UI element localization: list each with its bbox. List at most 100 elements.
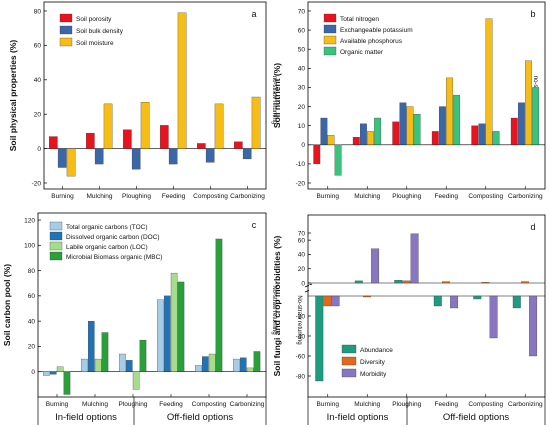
panel-label: d (530, 222, 535, 232)
panel-frame (307, 1, 546, 190)
y-tick-label: 120 (24, 217, 35, 224)
axis-break-mark (304, 283, 313, 288)
bar (413, 114, 421, 145)
legend-label: Morbidity (360, 371, 387, 378)
y-tick-label: 60 (28, 293, 36, 300)
y-tick-label: 60 (298, 237, 306, 244)
bar (132, 371, 140, 390)
bar (442, 281, 450, 284)
bar (450, 295, 459, 309)
legend-swatch (49, 251, 63, 261)
bar (177, 281, 185, 372)
chart-panel-c: c Soil carbon pool (%) No-straw returning 0… (2, 212, 277, 425)
bar (433, 295, 442, 307)
y-tick-label: 40 (298, 66, 306, 73)
bar (453, 94, 461, 145)
legend-swatch (49, 231, 63, 241)
y-tick-label: 60 (298, 27, 306, 34)
legend-swatch (341, 368, 357, 378)
bar (140, 102, 150, 149)
bar (334, 144, 342, 176)
legend-swatch (341, 356, 357, 366)
bar (485, 18, 493, 145)
panel-label: b (530, 9, 535, 19)
chart-panel-b: b Soil nutrient (%)no-straw returning -20 -… (272, 1, 546, 200)
y-tick-label: -60 (296, 353, 306, 360)
x-tick-label: Feeding (435, 193, 459, 200)
legend-swatch (323, 46, 337, 56)
y-tick-label: -40 (296, 333, 306, 340)
bar (406, 106, 414, 145)
legend-label: Soil moisture (76, 40, 114, 47)
bar (57, 148, 67, 168)
bar (215, 238, 223, 372)
bar (402, 280, 411, 284)
x-tick-label: Mulching (354, 193, 380, 200)
y-tick-label: 20 (28, 344, 36, 351)
bar (66, 148, 76, 177)
legend-label: Diversity (360, 359, 386, 366)
x-tick-label: Carbonizing (230, 401, 265, 408)
y-tick-label: 40 (298, 252, 306, 259)
bar (233, 358, 240, 372)
legend-swatch (59, 13, 73, 23)
bar (164, 295, 171, 372)
bar (481, 282, 490, 284)
y-tick-label: 20 (34, 112, 42, 119)
bar (195, 365, 202, 372)
y-tick-label: 0 (37, 146, 41, 153)
legend-swatch (49, 221, 63, 231)
legend-label: Microbial Biomass organic (MBC) (66, 254, 162, 261)
bar (246, 367, 254, 372)
x-tick-label: Composting (468, 193, 503, 200)
x-tick-label: Burning (46, 401, 69, 408)
x-tick-label: Carbonizing (508, 193, 543, 200)
x-tick-label: Carbonizing (508, 401, 543, 408)
bar (240, 357, 247, 372)
bar (56, 366, 64, 372)
bar (205, 148, 215, 163)
y-tick-label: 80 (34, 8, 42, 15)
bar (512, 295, 521, 309)
bar (123, 129, 132, 149)
y-tick-label: 100 (24, 243, 35, 250)
bar (251, 96, 261, 149)
bar (399, 102, 407, 145)
legend-label: Labile organic carbon (LOC) (66, 244, 148, 251)
x-tick-label: Feeding (162, 193, 186, 200)
bar (94, 358, 102, 372)
x-tick-label: Burning (51, 193, 74, 200)
x-tick-label: Burning (317, 193, 340, 200)
bar (374, 117, 382, 145)
y-tick-label: 70 (298, 8, 306, 15)
bar (532, 87, 540, 145)
bar (242, 148, 252, 160)
bar (517, 102, 525, 145)
bar (86, 132, 95, 149)
bar (525, 60, 532, 145)
bar (103, 103, 113, 149)
bar (202, 356, 209, 372)
panel-frame (307, 214, 546, 398)
bar (131, 148, 141, 170)
legend-swatch (49, 241, 63, 251)
bar (359, 123, 367, 145)
bar (49, 136, 58, 149)
y-tick-label: -80 (296, 373, 306, 380)
side-note: no-straw returning (271, 76, 277, 124)
bar (392, 121, 400, 145)
y-tick-label: 60 (34, 43, 42, 50)
bar (323, 295, 332, 307)
x-tick-label: Feeding (435, 401, 459, 408)
legend-swatch (59, 25, 73, 35)
bar (94, 148, 104, 165)
y-tick-label: 0 (31, 369, 35, 376)
legend-label: Soil porosity (76, 16, 112, 23)
group-label-in-field: In-field options (327, 412, 389, 423)
y-tick-label: 20 (298, 104, 306, 111)
x-tick-label: Composting (192, 401, 227, 408)
chart-panel-a: a Soil physical properties (%) no-straw re… (8, 1, 277, 200)
bar (431, 131, 439, 145)
bar (101, 332, 109, 372)
bar (521, 281, 529, 284)
